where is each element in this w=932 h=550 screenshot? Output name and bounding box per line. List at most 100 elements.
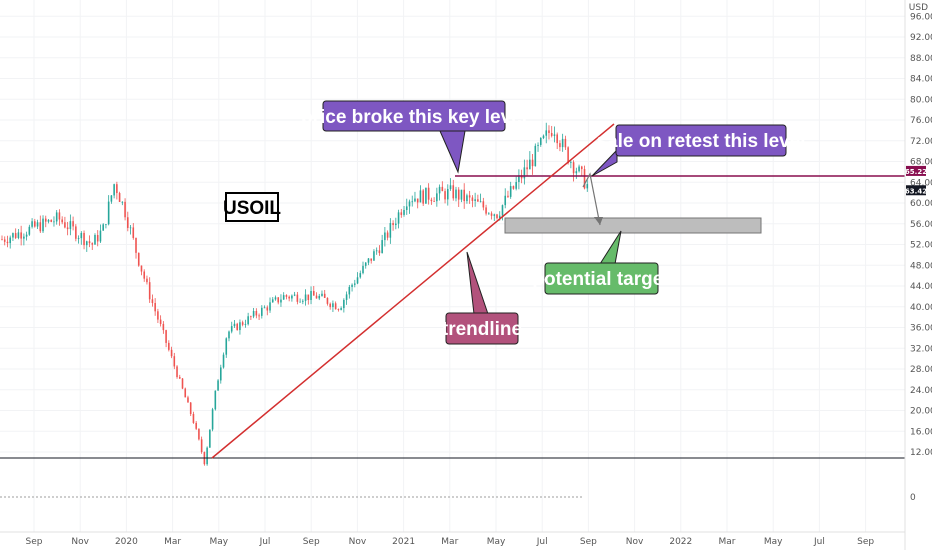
y-tick-label: 64.00	[910, 178, 932, 188]
candle-body	[345, 294, 348, 300]
candle-body	[132, 227, 135, 238]
y-tick-label: 24.00	[910, 386, 932, 396]
candle-body	[545, 130, 548, 136]
candle-body	[113, 184, 115, 196]
candle-body	[127, 217, 129, 228]
candle-body	[389, 223, 392, 238]
candle-body	[25, 234, 28, 237]
y-tick-label: 16.00	[910, 427, 932, 437]
candle-body	[356, 277, 359, 284]
y-tick-label: 84.00	[910, 75, 932, 85]
candle-body	[422, 190, 424, 204]
y-tick-label: 56.00	[910, 220, 932, 230]
candle-body	[414, 198, 416, 202]
candle-body	[162, 323, 165, 331]
candle-body	[400, 212, 403, 215]
x-tick-labels: Sep Nov 2020 Mar May Jul Sep Nov 2021 Mar May Jul Se…	[26, 537, 875, 547]
candle-body	[173, 356, 176, 367]
candle-body	[53, 221, 55, 223]
candle-body	[261, 307, 263, 316]
candle-body	[91, 243, 94, 245]
callout-trendline[interactable]: trendline	[442, 251, 522, 345]
x-tick-label: Nov	[349, 537, 367, 547]
candle-body	[504, 195, 507, 206]
candle-body	[94, 235, 96, 245]
candle-body	[58, 212, 61, 220]
candle-body	[165, 330, 167, 343]
candle-body	[69, 221, 72, 230]
price-marker-bg	[906, 165, 926, 176]
candle-body	[14, 233, 17, 238]
indicator-zero-label: 0	[910, 493, 916, 503]
candle-body	[83, 232, 85, 246]
candle-body	[452, 185, 455, 199]
candle-body	[148, 282, 151, 300]
candle-body	[542, 135, 545, 138]
candle-body	[583, 169, 586, 189]
candle-body	[137, 252, 140, 266]
candle-body	[531, 159, 534, 167]
callout-target[interactable]: potential target	[532, 230, 670, 295]
candle-body	[17, 232, 20, 238]
candle-body	[509, 186, 512, 197]
candle-body	[263, 307, 266, 309]
price-marker-bg	[906, 185, 926, 196]
candle-body	[441, 186, 444, 192]
candle-body	[392, 223, 394, 226]
price-axis: USD 12.00 16.00 20.00 24.00 28.00 32.00 36.00 4…	[904, 0, 932, 550]
candle-body	[198, 428, 200, 440]
candle-body	[304, 294, 307, 301]
x-tick-label: May	[487, 537, 506, 547]
candle-body	[47, 219, 50, 222]
candle-body	[23, 236, 25, 239]
candle-body	[50, 219, 53, 222]
candle-body	[189, 402, 192, 414]
y-tick-label: 60.00	[910, 199, 932, 209]
candle-body	[129, 227, 132, 229]
x-tick-label: Sep	[857, 537, 874, 547]
x-tick-label: Jul	[813, 537, 825, 547]
target-zone[interactable]	[504, 217, 762, 234]
callout-key-level-text: price broke this key level	[301, 107, 527, 128]
candle-body	[288, 296, 290, 299]
candle-body	[241, 322, 244, 325]
trendline[interactable]	[211, 123, 615, 459]
candle-body	[291, 295, 293, 299]
candle-body	[460, 189, 463, 200]
y-tick-label: 36.00	[910, 324, 932, 334]
candle-body	[72, 221, 74, 227]
candle-body	[206, 447, 208, 465]
candle-body	[523, 167, 526, 179]
x-tick-label: Sep	[26, 537, 43, 547]
candle-body	[233, 323, 236, 327]
candle-body	[31, 221, 33, 227]
price-markers: 65.22 63.42	[905, 165, 927, 196]
candle-body	[501, 205, 504, 216]
candle-body	[430, 199, 433, 202]
candle-body	[482, 201, 485, 208]
callout-retest[interactable]: sale on retest this level	[591, 124, 806, 177]
candle-body	[77, 238, 80, 239]
candle-body	[384, 232, 386, 241]
candle-body	[20, 232, 22, 239]
candle-body	[135, 237, 137, 253]
candle-body	[567, 147, 569, 163]
callout-key-level[interactable]: price broke this key level	[301, 100, 527, 174]
candle-body	[370, 258, 373, 261]
y-tick-label: 48.00	[910, 261, 932, 271]
candle-body	[520, 175, 523, 179]
candle-body	[444, 191, 446, 200]
candle-body	[9, 237, 12, 244]
candle-body	[340, 308, 342, 310]
grid-lines	[0, 0, 905, 532]
candle-body	[436, 193, 438, 202]
candle-body	[433, 201, 435, 202]
candle-body	[102, 224, 104, 231]
callout-trendline-text: trendline	[442, 319, 522, 340]
candle-body	[282, 295, 285, 300]
candle-body	[354, 283, 356, 285]
y-tick-label: 44.00	[910, 282, 932, 292]
y-tick-label: 88.00	[910, 54, 932, 64]
candle-body	[529, 159, 531, 170]
candle-body	[280, 299, 282, 303]
